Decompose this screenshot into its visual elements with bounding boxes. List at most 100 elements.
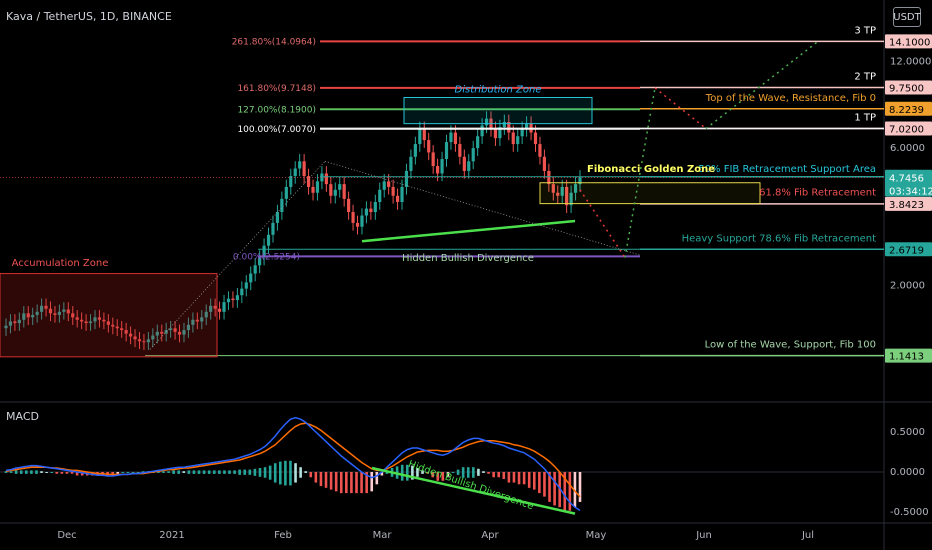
time-axis-label: Mar [373,530,393,541]
accumulation-zone-label: Accumulation Zone [12,258,109,269]
projection-path [654,87,707,130]
projection-path [579,189,626,259]
macd-histogram-bar [263,467,267,478]
macd-histogram-bar [70,472,74,474]
macd-histogram-bar [55,472,59,474]
candle-body [93,317,97,322]
macd-histogram-bar [167,471,170,473]
candle-body [213,305,217,309]
macd-indicator-label[interactable]: MACD [6,410,39,423]
accumulation-zone-box [0,273,218,358]
macd-histogram-bar [40,471,43,473]
candle-body [26,313,30,318]
macd-histogram-bar [253,468,257,476]
candle-body [137,339,142,342]
tp2-label: 2 TP [854,71,876,82]
candle-body [160,331,164,334]
candle-body [275,212,280,223]
candle-body [480,125,484,137]
candle-body [418,128,422,145]
fib-level-label: 161.80%(9.7148) [237,84,316,94]
macd-histogram-bar [162,471,165,473]
price-axis-badge-label: 7.0200 [889,125,924,136]
candle-body [453,132,458,145]
macd-histogram-bar [416,468,419,477]
candle-body [128,333,133,337]
distribution-zone-label: Distribution Zone [455,84,542,95]
macd-histogram-bar [477,468,480,476]
candle-body [391,186,395,196]
candle-body [333,189,337,196]
countdown-label: 03:34:12 [889,186,932,197]
candle-body [315,181,320,193]
macd-histogram-bar [35,470,38,474]
currency-button[interactable]: USDT [893,7,921,27]
price-axis-badge [885,101,932,116]
macd-histogram-bar [192,470,196,474]
symbol-title[interactable]: Kava / TetherUS, 1D, BINANCE [6,10,172,23]
price-axis-badge [885,196,932,211]
candle-body [17,319,21,324]
macd-histogram-bar [4,471,8,473]
price-axis-badge [885,348,932,363]
candle-body [75,317,79,320]
candle-body [436,166,440,174]
macd-histogram-bar [517,472,521,485]
macd-histogram-bar [279,461,282,485]
candle-body [364,208,369,216]
candle-body [4,325,8,329]
candle-body [289,176,293,187]
macd-histogram-bar [50,472,54,473]
fib-level-label: 261.80%(14.0964) [232,37,316,47]
price-tick-label: 6.0000 [890,143,925,154]
price-axis-badge-label: 8.2239 [889,105,924,116]
macd-histogram-bar [553,472,556,506]
candle-body [422,128,426,141]
macd-histogram-bar [365,472,368,494]
candle-body [329,184,333,196]
macd-histogram-bar [548,472,551,502]
price-axis-badge-label: 1.1413 [889,352,924,363]
candle-body [351,212,355,223]
candle-body [502,121,506,128]
candle-body [373,202,377,213]
candle-body [204,311,208,318]
macd-histogram-bar [487,472,490,474]
macd-histogram-bar [350,472,353,494]
candle-body [48,308,53,314]
price-axis-badge-label: 2.6719 [889,245,924,256]
price-tick-label: 12.0000 [890,57,931,68]
macd-histogram-bar [121,472,125,473]
candle-body [200,317,204,322]
candle-body [382,181,386,190]
fib618-label: 61.8% Fib Retracement [759,188,876,199]
candle-body [347,198,351,213]
candle-body [569,192,573,206]
macd-histogram-bar [289,460,292,486]
candle-body [484,118,489,126]
fib50-label: 50% FIB Retracement Support Area [698,164,876,175]
candle-body [35,311,39,315]
candle-body [551,184,555,193]
projection-path [705,40,819,130]
candle-body [244,282,248,289]
candle-body [124,330,128,334]
candle-body [520,128,524,137]
macd-histogram-bar [309,472,313,478]
macd-histogram-bar [136,472,140,473]
candle-body [525,123,529,129]
macd-tick-label: 0.0000 [890,467,925,478]
candle-body [266,234,271,246]
macd-histogram-bar [212,470,216,474]
price-axis-badge [885,242,932,257]
candle-body [498,127,502,139]
candle-body [53,313,57,315]
macd-histogram-bar [177,470,181,474]
macd-histogram-bar [492,472,495,478]
top-of-wave-label: Top of the Wave, Resistance, Fib 0 [705,93,876,104]
candle-body [578,177,582,185]
time-axis-label: Jun [695,530,712,541]
macd-histogram-bar [182,471,186,473]
candle-body [8,321,13,326]
